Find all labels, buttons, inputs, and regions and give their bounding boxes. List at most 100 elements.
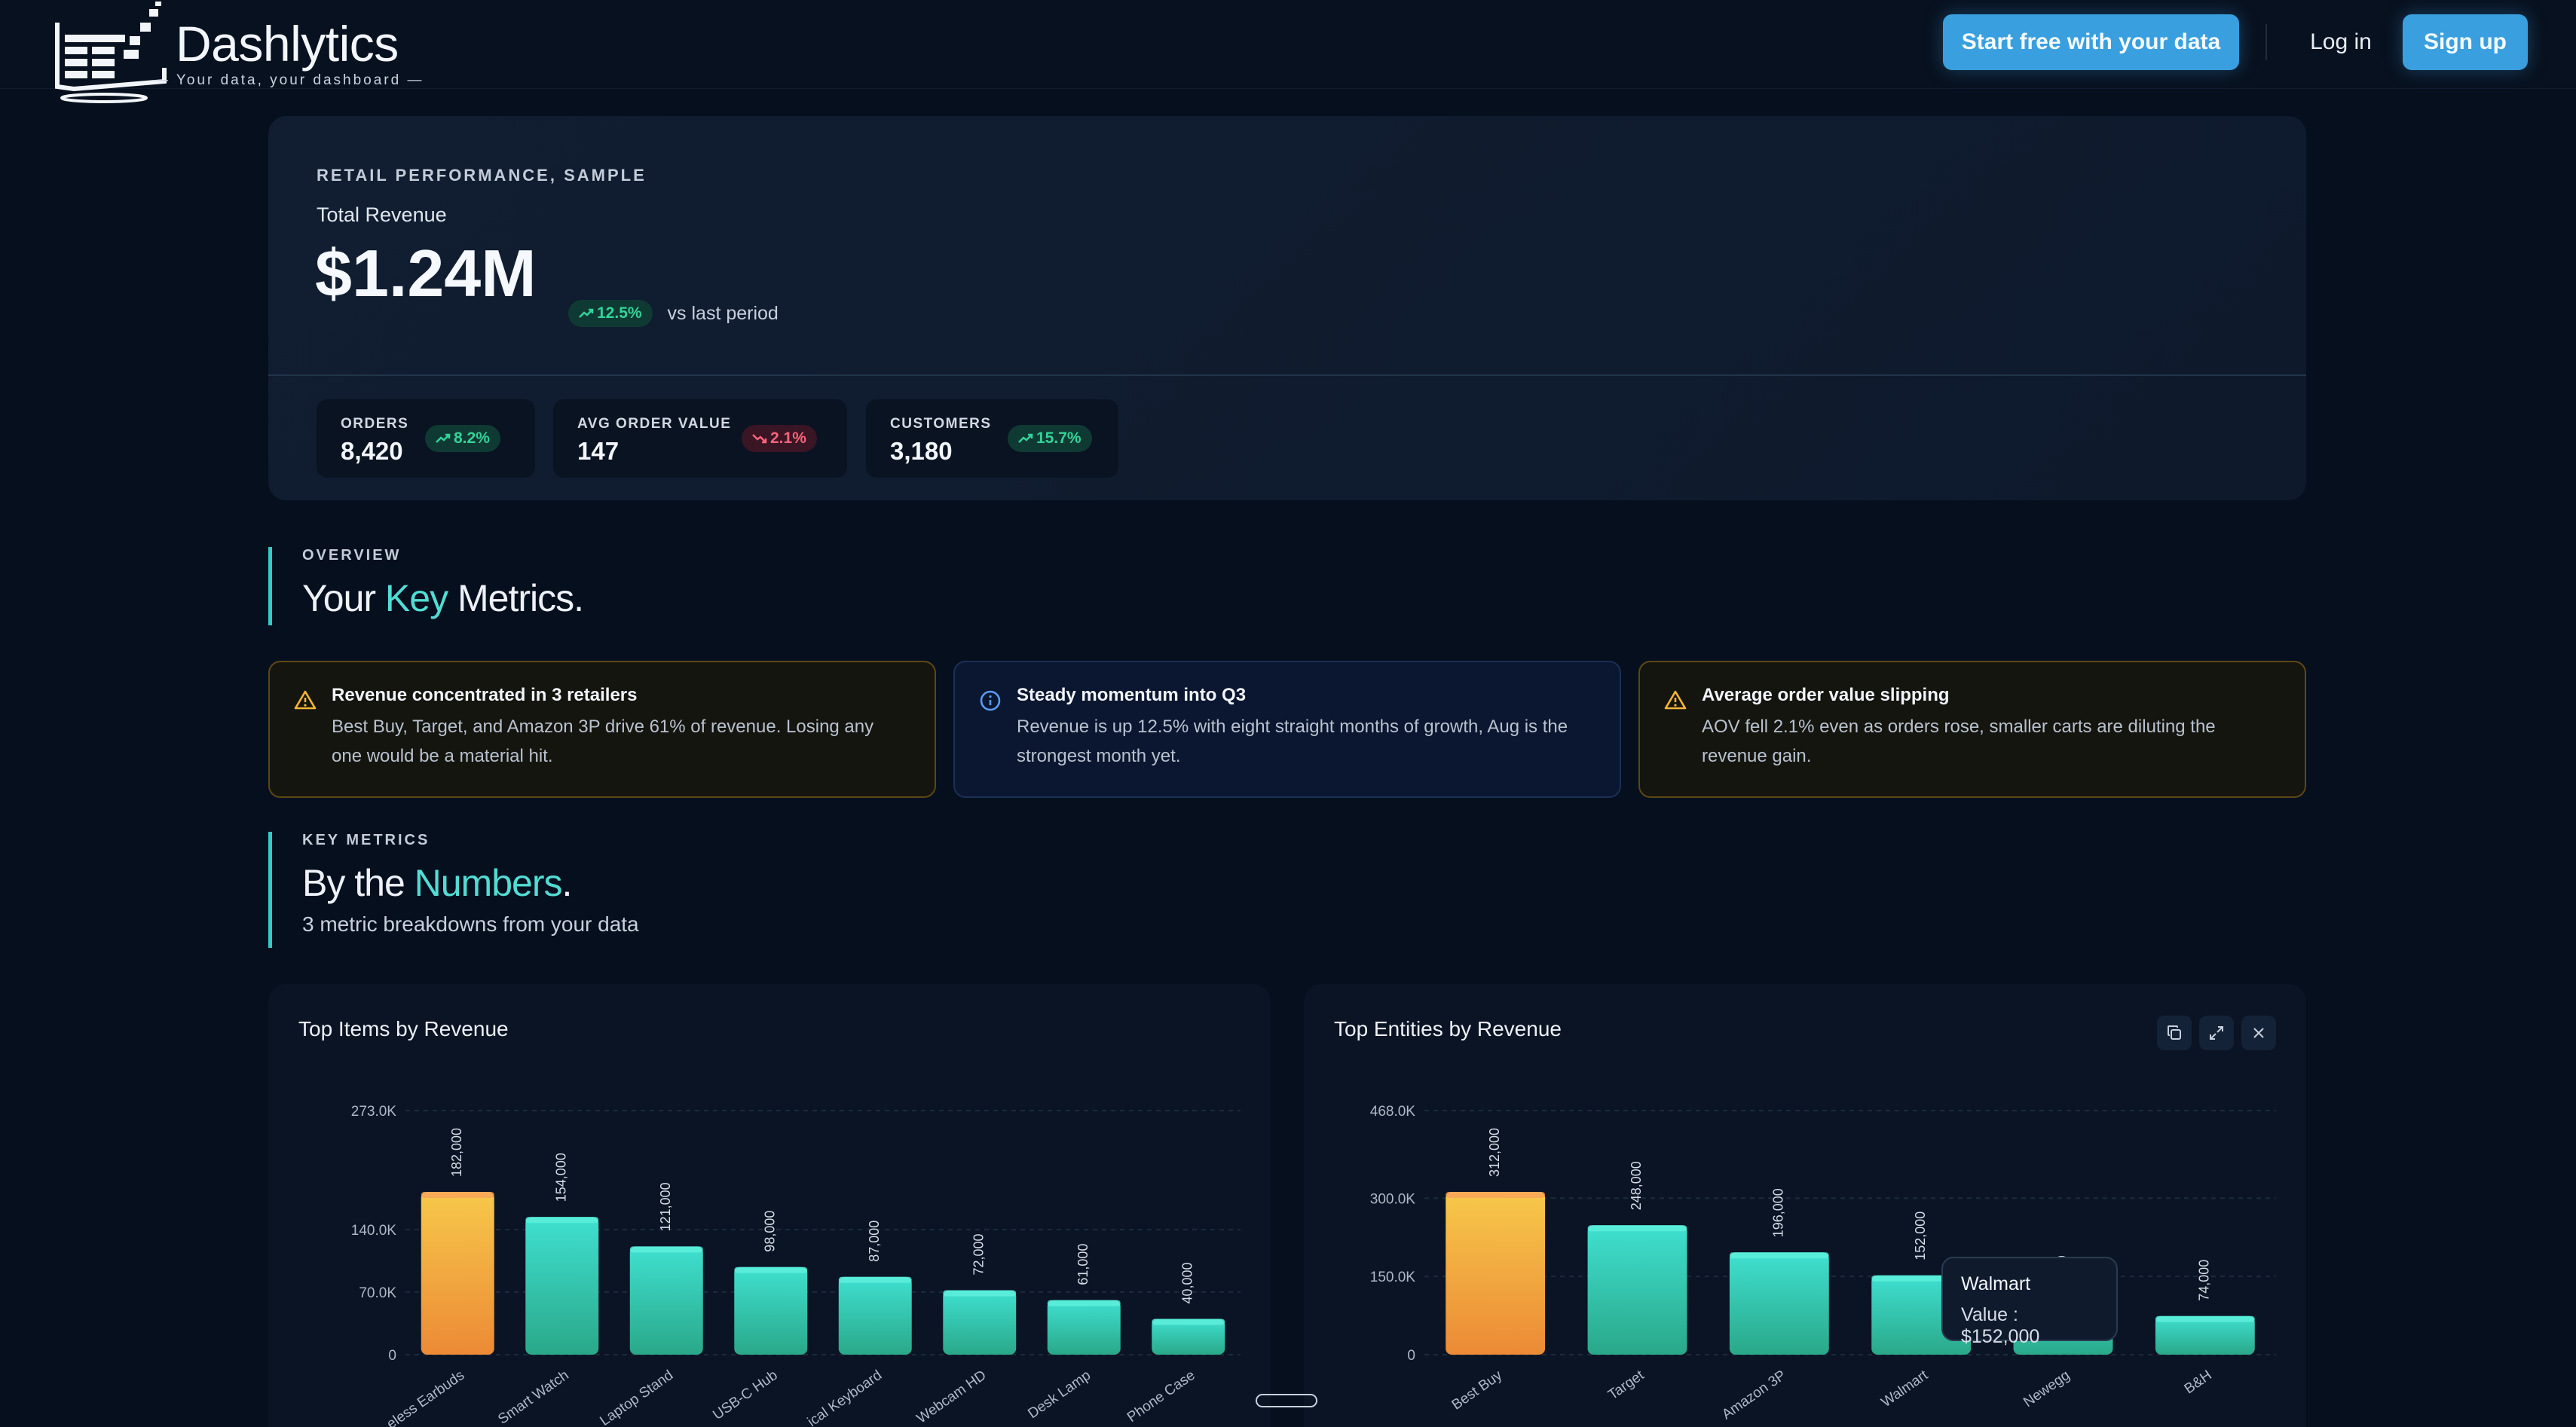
bar-cap: [629, 1246, 703, 1253]
value-label: 182,000: [449, 1128, 464, 1177]
insight-body: Revenue is up 12.5% with eight straight …: [1017, 717, 1568, 766]
kpi-label: AVG ORDER VALUE: [577, 416, 732, 432]
y-tick-label: 70.0K: [359, 1285, 396, 1301]
x-tick-label: Target: [1605, 1367, 1647, 1403]
tooltip-value: Value : $152,000: [1961, 1304, 2040, 1347]
bar: [525, 1217, 599, 1355]
y-tick-label: 0: [1407, 1348, 1415, 1364]
dashboard-logo-icon: [55, 2, 167, 103]
kpi-avg-order-value: AVG ORDER VALUE 147 2.1%: [553, 399, 847, 478]
trend-down-icon: [752, 434, 767, 444]
insight-card-aov: Average order value slipping AOV fell 2.…: [1638, 661, 2306, 798]
overview-section-header: OVERVIEW Your Key Metrics.: [268, 547, 584, 625]
chart-actions: [2157, 1016, 2276, 1050]
x-tick-label: Laptop Stand: [597, 1367, 676, 1427]
trend-up-icon: [436, 433, 451, 443]
y-tick-label: 150.0K: [1370, 1270, 1416, 1285]
login-button[interactable]: Log in: [2288, 14, 2394, 70]
key-metrics-title: By the Numbers.: [302, 862, 572, 904]
kpi-label: ORDERS: [341, 416, 409, 432]
chart-title: Top Entities by Revenue: [1334, 1017, 1562, 1040]
insight-body: AOV fell 2.1% even as orders rose, small…: [1702, 717, 2216, 766]
bar-cap: [525, 1217, 599, 1224]
y-tick-label: 140.0K: [351, 1223, 397, 1239]
kpi-change-value: 2.1%: [770, 429, 806, 447]
insight-card-momentum: Steady momentum into Q3 Revenue is up 12…: [953, 661, 1621, 798]
hero-vs-label: vs last period: [667, 302, 779, 324]
top-items-bar-chart: 0 70.0K 140.0K 273.0K 182,000 eless Earbuds 15…: [351, 1104, 1241, 1427]
value-label: 74,000: [2197, 1260, 2212, 1301]
value-label: 72,000: [971, 1233, 987, 1275]
top-navbar: Dashlytics — Your data, your dashboard —…: [0, 0, 2576, 103]
x-tick-label: Amazon 3P: [1719, 1367, 1789, 1423]
kpi-change-badge: 2.1%: [742, 425, 817, 452]
bar-cap: [1587, 1225, 1687, 1232]
overview-eyebrow: OVERVIEW: [302, 547, 402, 564]
value-label: 87,000: [867, 1221, 882, 1262]
overview-title: Your Key Metrics.: [302, 577, 584, 619]
bar: [1446, 1192, 1546, 1355]
bar: [1729, 1252, 1829, 1355]
bar-cap: [2155, 1315, 2255, 1322]
value-label: 312,000: [1487, 1128, 1502, 1177]
bar-cap: [943, 1290, 1017, 1297]
insight-card-concentration: Revenue concentrated in 3 retailers Best…: [268, 661, 936, 798]
kpi-value: 3,180: [890, 437, 953, 465]
x-tick-label: eless Earbuds: [384, 1367, 467, 1427]
revenue-change-badge: 12.5%: [568, 300, 653, 327]
y-tick-label: 468.0K: [1370, 1104, 1416, 1120]
chart-card-top-entities: Top Entities by Revenue 0 150.0K 300.0K 468…: [1304, 984, 2306, 1427]
tooltip-name: Walmart: [1961, 1273, 2031, 1294]
y-tick-label: 0: [388, 1348, 396, 1364]
warning-icon: [294, 690, 317, 710]
value-label: 98,000: [763, 1211, 778, 1252]
info-icon: [980, 690, 1001, 711]
x-tick-label: Walmart: [1879, 1367, 1932, 1410]
insight-body: Best Buy, Target, and Amazon 3P drive 61…: [332, 717, 874, 766]
scroll-handle[interactable]: [1256, 1394, 1317, 1407]
expand-icon: [2210, 1026, 2223, 1040]
kpi-value: 8,420: [341, 437, 403, 465]
nav-divider: [2265, 24, 2267, 60]
key-metrics-subtitle: 3 metric breakdowns from your data: [302, 912, 639, 936]
value-label: 40,000: [1180, 1262, 1195, 1303]
copy-button[interactable]: [2157, 1016, 2192, 1050]
insight-title: Steady momentum into Q3: [1017, 685, 1247, 705]
start-free-button[interactable]: Start free with your data: [1943, 14, 2239, 70]
key-metrics-eyebrow: KEY METRICS: [302, 832, 430, 848]
x-tick-label: USB-C Hub: [710, 1367, 780, 1423]
bar-cap: [1729, 1252, 1829, 1259]
x-tick-label: B&H: [2182, 1367, 2215, 1398]
x-tick-label: Phone Case: [1124, 1367, 1198, 1425]
x-tick-label: Smart Watch: [495, 1367, 571, 1427]
kpi-change-badge: 8.2%: [425, 425, 500, 452]
chart-title: Top Items by Revenue: [298, 1017, 509, 1040]
bar: [1587, 1225, 1687, 1355]
bar-cap: [838, 1276, 912, 1283]
brand-logo[interactable]: Dashlytics — Your data, your dashboard —: [51, 0, 458, 105]
bar-cap: [1152, 1319, 1225, 1325]
x-tick-label: Webcam HD: [914, 1367, 990, 1427]
bar: [838, 1276, 912, 1355]
value-label: 196,000: [1771, 1188, 1786, 1237]
bar: [1047, 1300, 1121, 1355]
bar-cap: [734, 1267, 808, 1273]
x-tick-label: Desk Lamp: [1025, 1367, 1094, 1422]
close-icon: [2253, 1028, 2264, 1038]
bar: [734, 1267, 808, 1355]
expand-button[interactable]: [2199, 1016, 2234, 1050]
value-label: 152,000: [1913, 1212, 1928, 1260]
chart-tooltip: Walmart Value : $152,000: [1941, 1257, 2118, 1347]
signup-button[interactable]: Sign up: [2403, 14, 2528, 70]
top-entities-bar-chart: 0 150.0K 300.0K 468.0K 312,000 Best Buy 248,00…: [1370, 1104, 2276, 1423]
hero-label: Total Revenue: [317, 203, 447, 226]
x-tick-label: Newegg: [2021, 1367, 2073, 1410]
brand-name: Dashlytics: [176, 16, 399, 72]
kpi-change-badge: 15.7%: [1008, 425, 1092, 452]
x-tick-label: Best Buy: [1449, 1367, 1506, 1413]
close-button[interactable]: [2241, 1016, 2276, 1050]
kpi-label: CUSTOMERS: [890, 416, 992, 432]
kpi-orders: ORDERS 8,420 8.2%: [317, 399, 535, 478]
total-revenue-value: $1.24M: [315, 236, 537, 310]
bar: [2155, 1315, 2255, 1355]
